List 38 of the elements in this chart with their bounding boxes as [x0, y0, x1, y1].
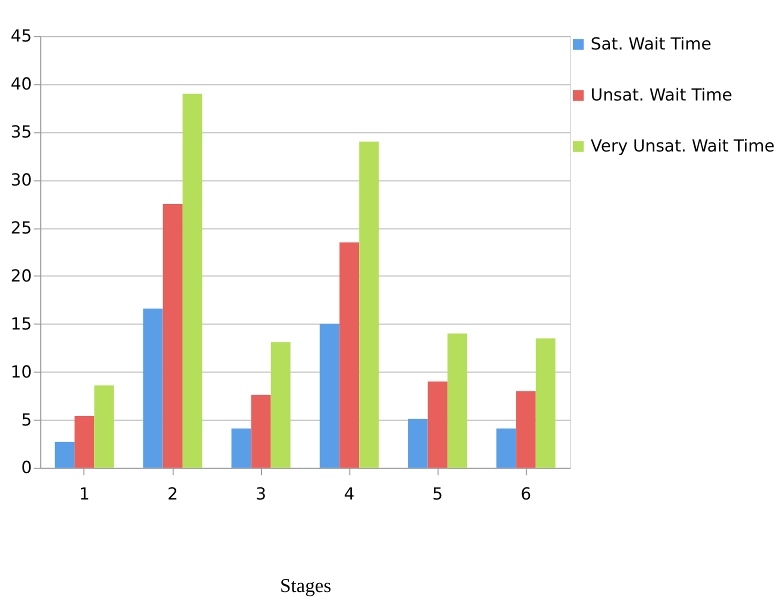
bar [162, 204, 182, 468]
bar [94, 385, 114, 468]
y-tick-label: 0 [21, 458, 32, 478]
x-tick-label: 4 [344, 484, 355, 504]
bar [408, 418, 428, 468]
y-tick-label: 30 [10, 170, 32, 190]
bar [251, 394, 271, 468]
bar [231, 428, 252, 468]
bar [74, 416, 94, 468]
bar [359, 142, 379, 468]
y-tick-label: 10 [10, 362, 32, 382]
x-tick-label: 5 [432, 484, 443, 504]
legend-label: Very Unsat. Wait Time [590, 136, 775, 156]
legend-label: Unsat. Wait Time [590, 85, 732, 104]
y-tick-label: 40 [10, 74, 32, 94]
bar [182, 94, 202, 468]
bar [54, 442, 74, 468]
bar [447, 334, 468, 468]
y-tick-label: 20 [10, 266, 32, 286]
bar [339, 242, 360, 468]
y-tick-label: 25 [10, 218, 32, 238]
bar [270, 342, 291, 468]
x-tick-label: 6 [520, 484, 532, 504]
x-tick-label: 1 [79, 484, 90, 504]
y-tick-label: 45 [10, 26, 32, 46]
x-tick-label: 3 [256, 484, 266, 504]
legend-label: Sat. Wait Time [590, 34, 712, 54]
bar [428, 381, 448, 468]
y-tick-label: 5 [21, 410, 32, 430]
x-tick-label: 2 [167, 484, 178, 504]
y-tick-label: 35 [10, 122, 32, 142]
bar [143, 308, 163, 468]
bar [320, 324, 340, 468]
x-axis-title: Stages [280, 576, 332, 597]
bar [496, 428, 516, 468]
bar [516, 391, 536, 468]
y-tick-label: 15 [10, 314, 32, 334]
bar [536, 338, 556, 468]
